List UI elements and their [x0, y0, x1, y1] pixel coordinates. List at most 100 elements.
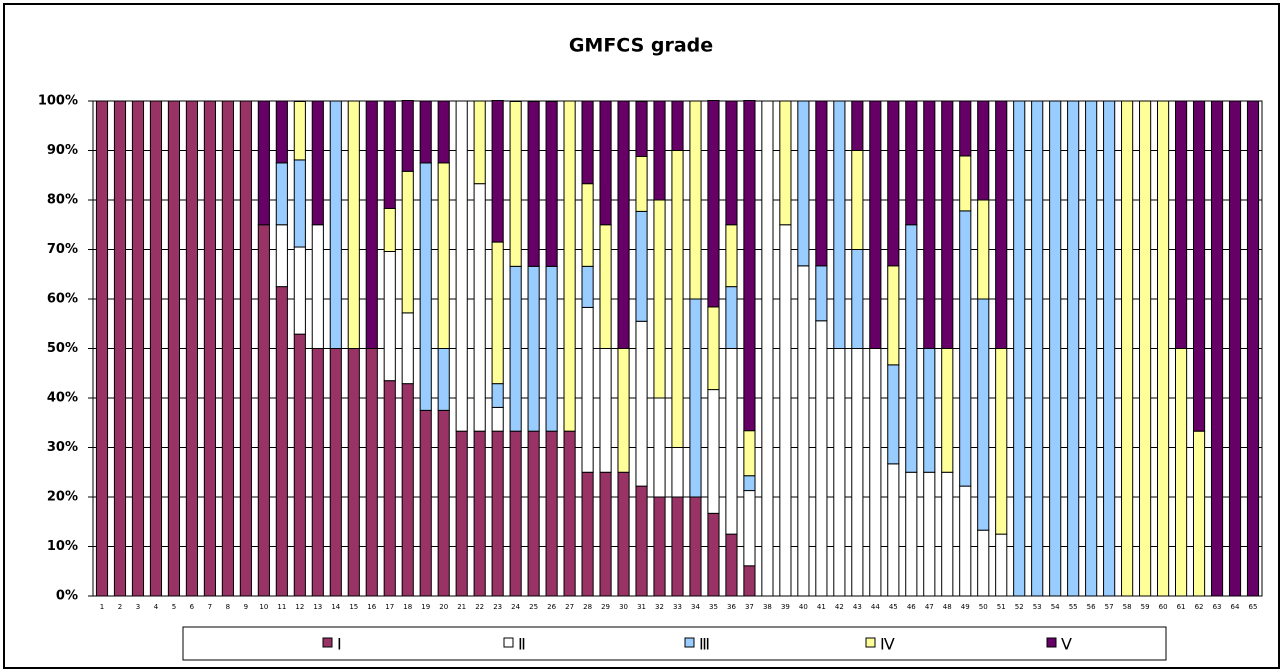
bar-segment [815, 320, 828, 597]
bar-segment [743, 430, 756, 477]
bar-segment [1174, 100, 1188, 349]
bar-segment [797, 265, 810, 597]
x-tick-label: 30 [619, 603, 628, 611]
bar-segment [635, 155, 648, 212]
bar-segment [365, 100, 378, 349]
x-tick-label: 42 [835, 603, 844, 611]
bar-segment [635, 100, 648, 157]
bar-segment [95, 100, 109, 597]
legend-swatch [503, 637, 514, 648]
x-tick-label: 45 [889, 603, 898, 611]
bar-segment [1157, 100, 1170, 597]
bar-segment [563, 430, 576, 597]
x-tick-label: 33 [673, 603, 682, 611]
bar-segment [221, 100, 234, 597]
bar-segment [905, 224, 918, 473]
x-tick-label: 12 [295, 603, 304, 611]
bar-segment [599, 224, 612, 349]
x-tick-label: 4 [154, 603, 159, 611]
x-tick-label: 55 [1069, 603, 1078, 611]
bar-segment [1139, 100, 1152, 597]
bar-segment [1103, 100, 1116, 597]
legend-swatch [322, 637, 333, 648]
bar-segment [743, 565, 756, 597]
bar-segment [149, 100, 163, 597]
bar-segment [725, 533, 738, 597]
bar-segment [599, 471, 612, 597]
bar-segment [383, 100, 396, 209]
bar-segment [779, 100, 792, 226]
bar-segment [275, 286, 288, 597]
bar-segment [1031, 100, 1044, 597]
bar-segment [167, 100, 181, 597]
x-tick-label: 34 [691, 603, 700, 611]
bar-segment [581, 100, 594, 185]
bar-segment [437, 100, 450, 164]
legend-label: Ⅳ [880, 635, 895, 654]
bar-segment [311, 224, 324, 349]
x-tick-label: 39 [781, 603, 790, 611]
bar-segment [779, 224, 792, 597]
x-tick-label: 62 [1195, 603, 1204, 611]
bar-segment [977, 298, 990, 531]
x-tick-label: 61 [1177, 603, 1186, 611]
bar-segment [959, 210, 972, 487]
y-tick-label: 50% [47, 341, 78, 356]
bar-segment [977, 199, 990, 300]
bar-segment [653, 397, 666, 498]
bar-segment [671, 447, 684, 498]
x-tick-label: 63 [1213, 603, 1222, 611]
bar-segment [743, 100, 756, 432]
bar-segment [275, 224, 288, 288]
bar-segment [977, 529, 990, 597]
bar-segment [185, 100, 198, 597]
y-tick-label: 40% [47, 391, 78, 406]
bar-segment [383, 250, 396, 382]
bar-segment [599, 100, 612, 226]
bar-segment [581, 183, 594, 267]
bar-segment [725, 286, 738, 349]
bar-segment [239, 100, 252, 597]
bar-segment [419, 162, 432, 411]
y-tick-label: 100% [38, 94, 78, 109]
bar-segment [293, 246, 306, 335]
x-tick-label: 9 [244, 603, 248, 611]
x-tick-label: 5 [172, 603, 176, 611]
bar-segment [293, 100, 306, 161]
bar-segment [329, 348, 342, 597]
bar-segment [833, 100, 846, 349]
y-tick-label: 30% [47, 440, 78, 455]
bar-segment [401, 100, 414, 172]
bar-segment [437, 409, 450, 597]
x-tick-label: 65 [1249, 603, 1258, 611]
bar-segment [563, 100, 576, 432]
x-tick-label: 64 [1231, 603, 1240, 611]
bar-segment [743, 475, 756, 492]
x-tick-label: 27 [565, 603, 574, 611]
bar-segment [131, 100, 145, 597]
bar-segment [671, 496, 684, 597]
x-tick-label: 35 [709, 603, 718, 611]
bar-segment [401, 312, 414, 385]
bar-segment [527, 430, 540, 597]
bar-segment [347, 100, 360, 349]
bar-segment [311, 100, 324, 226]
bar-segment [203, 100, 216, 597]
bar-segment [473, 430, 486, 597]
bar-segment [455, 100, 468, 432]
bar-segment [383, 380, 396, 597]
y-tick-label: 10% [47, 539, 78, 554]
bar-segment [887, 265, 900, 366]
bar-segment [1246, 100, 1260, 597]
bar-segment [491, 100, 504, 243]
y-tick-label: 90% [47, 143, 78, 158]
x-tick-label: 57 [1105, 603, 1114, 611]
legend-swatch [1046, 637, 1057, 648]
bar-segment [617, 100, 630, 349]
bar-segment [725, 348, 738, 535]
x-tick-label: 56 [1087, 603, 1096, 611]
bar-segment [995, 533, 1008, 597]
bar-segment [815, 265, 828, 322]
bar-segment [509, 430, 522, 597]
bar-segment [293, 333, 306, 597]
